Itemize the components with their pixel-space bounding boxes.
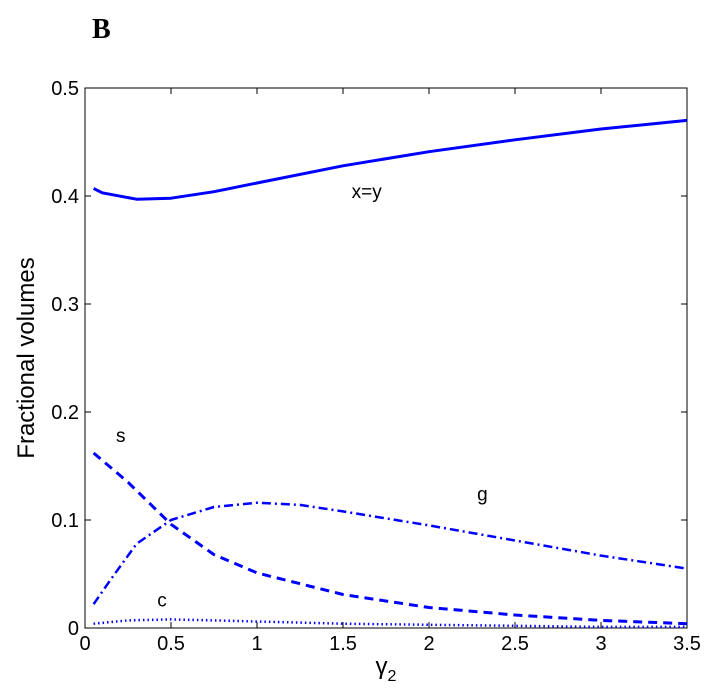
series-line-x=y: [92, 118, 688, 201]
curve-label: s: [116, 426, 126, 447]
curve-label: x=y: [352, 182, 383, 203]
y-tick-label: 0: [68, 618, 79, 640]
x-tick-label: 0.5: [157, 633, 185, 655]
axis-ticks: [84, 87, 688, 629]
axis-tick-labels: 0 0.5 1 1.5 2 2.5 3 3.5 0 0.1 0.2 0.3 0.4 0.5: [51, 78, 701, 655]
curve-label: g: [477, 485, 488, 506]
x-tick-label: 3.5: [673, 633, 701, 655]
x-axis-label: γ2: [376, 653, 397, 685]
y-tick-label: 0.3: [51, 294, 79, 316]
series-line-s: [92, 451, 688, 626]
x-tick-label: 1.5: [329, 633, 357, 655]
x-tick-label: 0: [79, 633, 90, 655]
data-series: [92, 118, 688, 629]
x-tick-label: 3: [595, 633, 606, 655]
y-tick-label: 0.5: [51, 78, 79, 100]
y-axis-label: Fractional volumes: [13, 257, 40, 458]
series-line-g: [92, 501, 688, 605]
x-tick-label: 2: [423, 633, 434, 655]
plot-area-frame: [84, 87, 688, 629]
curve-annotations: x=y s g c: [116, 182, 488, 611]
series-line-c: [93, 618, 687, 629]
y-tick-label: 0.4: [51, 186, 79, 208]
panel-label: B: [92, 14, 111, 45]
x-tick-label: 2.5: [501, 633, 529, 655]
x-axis-label-symbol: γ: [376, 653, 388, 680]
y-tick-label: 0.2: [51, 402, 79, 424]
x-tick-label: 1: [251, 633, 262, 655]
y-tick-label: 0.1: [51, 510, 79, 532]
curve-label: c: [157, 590, 167, 611]
x-axis-label-subscript: 2: [388, 668, 397, 685]
